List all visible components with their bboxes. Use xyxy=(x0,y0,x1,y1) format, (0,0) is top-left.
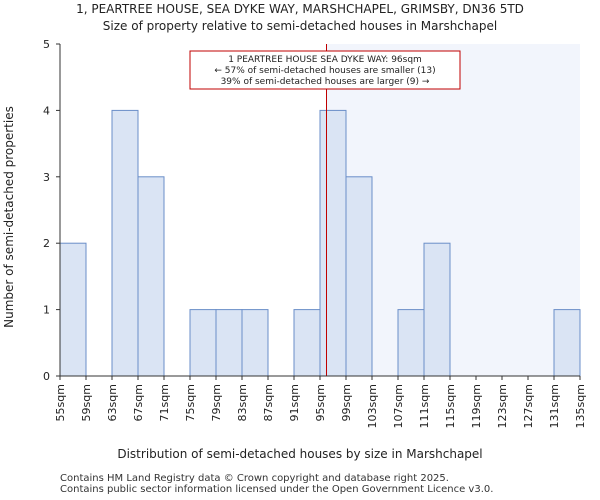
y-tick-label-5: 5 xyxy=(43,38,50,51)
x-axis-label: Distribution of semi-detached houses by … xyxy=(117,447,482,461)
bar-107sqm xyxy=(397,309,425,377)
x-tick-label-103sqm: 103sqm xyxy=(366,384,379,428)
x-tick-label-135sqm: 135sqm xyxy=(574,384,587,428)
annotation-line-2: ← 57% of semi-detached houses are smalle… xyxy=(214,66,435,76)
x-tick-label-87sqm: 87sqm xyxy=(262,384,275,421)
y-tick-label-4: 4 xyxy=(43,104,50,117)
x-tick-label-111sqm: 111sqm xyxy=(418,384,431,428)
bar-67sqm xyxy=(137,176,165,377)
bar-83sqm xyxy=(241,309,269,377)
x-tick-label-79sqm: 79sqm xyxy=(210,384,223,421)
x-tick-label-63sqm: 63sqm xyxy=(106,384,119,421)
bar-95sqm xyxy=(319,109,347,377)
x-tick-label-107sqm: 107sqm xyxy=(392,384,405,428)
bar-55sqm xyxy=(59,242,87,377)
x-tick-label-115sqm: 115sqm xyxy=(444,384,457,428)
annotation-box: 1 PEARTREE HOUSE SEA DYKE WAY: 96sqm ← 5… xyxy=(189,50,461,90)
x-ticks: 55sqm 59sqm 63sqm 67sqm 71sqm 75sqm 79sqm 83sqm… xyxy=(54,376,587,428)
x-tick-label-131sqm: 131sqm xyxy=(548,384,561,428)
bars xyxy=(59,109,581,377)
annotation-line-3: 39% of semi-detached houses are larger (… xyxy=(221,77,430,87)
bar-131sqm xyxy=(553,309,581,377)
chart-title: 1, PEARTREE HOUSE, SEA DYKE WAY, MARSHCH… xyxy=(76,2,524,16)
x-tick-label-75sqm: 75sqm xyxy=(184,384,197,421)
y-ticks: 0 1 2 3 4 5 xyxy=(43,38,60,383)
x-tick-label-95sqm: 95sqm xyxy=(314,384,327,421)
bar-99sqm xyxy=(345,176,373,377)
x-tick-label-83sqm: 83sqm xyxy=(236,384,249,421)
x-tick-label-59sqm: 59sqm xyxy=(80,384,93,421)
y-tick-label-0: 0 xyxy=(43,370,50,383)
annotation-line-1: 1 PEARTREE HOUSE SEA DYKE WAY: 96sqm xyxy=(228,55,422,65)
bar-79sqm xyxy=(215,309,243,377)
bar-91sqm xyxy=(293,309,321,377)
bar-75sqm xyxy=(189,309,217,377)
annotation-frame xyxy=(189,50,461,90)
x-tick-label-99sqm: 99sqm xyxy=(340,384,353,421)
y-tick-label-3: 3 xyxy=(43,171,50,184)
chart-subtitle: Size of property relative to semi-detach… xyxy=(103,19,497,33)
y-tick-label-1: 1 xyxy=(43,304,50,317)
x-tick-label-91sqm: 91sqm xyxy=(288,384,301,421)
y-tick-label-2: 2 xyxy=(43,237,50,250)
bar-111sqm xyxy=(423,242,451,377)
footer-line-2: Contains public sector information licen… xyxy=(60,484,494,495)
footer-line-1: Contains HM Land Registry data © Crown c… xyxy=(60,473,449,484)
x-tick-label-67sqm: 67sqm xyxy=(132,384,145,421)
x-tick-label-123sqm: 123sqm xyxy=(496,384,509,428)
x-tick-label-55sqm: 55sqm xyxy=(54,384,67,421)
x-tick-label-127sqm: 127sqm xyxy=(522,384,535,428)
y-axis-label: Number of semi-detached properties xyxy=(2,106,16,328)
x-tick-label-71sqm: 71sqm xyxy=(158,384,171,421)
x-tick-label-119sqm: 119sqm xyxy=(470,384,483,428)
bar-63sqm xyxy=(111,109,139,377)
